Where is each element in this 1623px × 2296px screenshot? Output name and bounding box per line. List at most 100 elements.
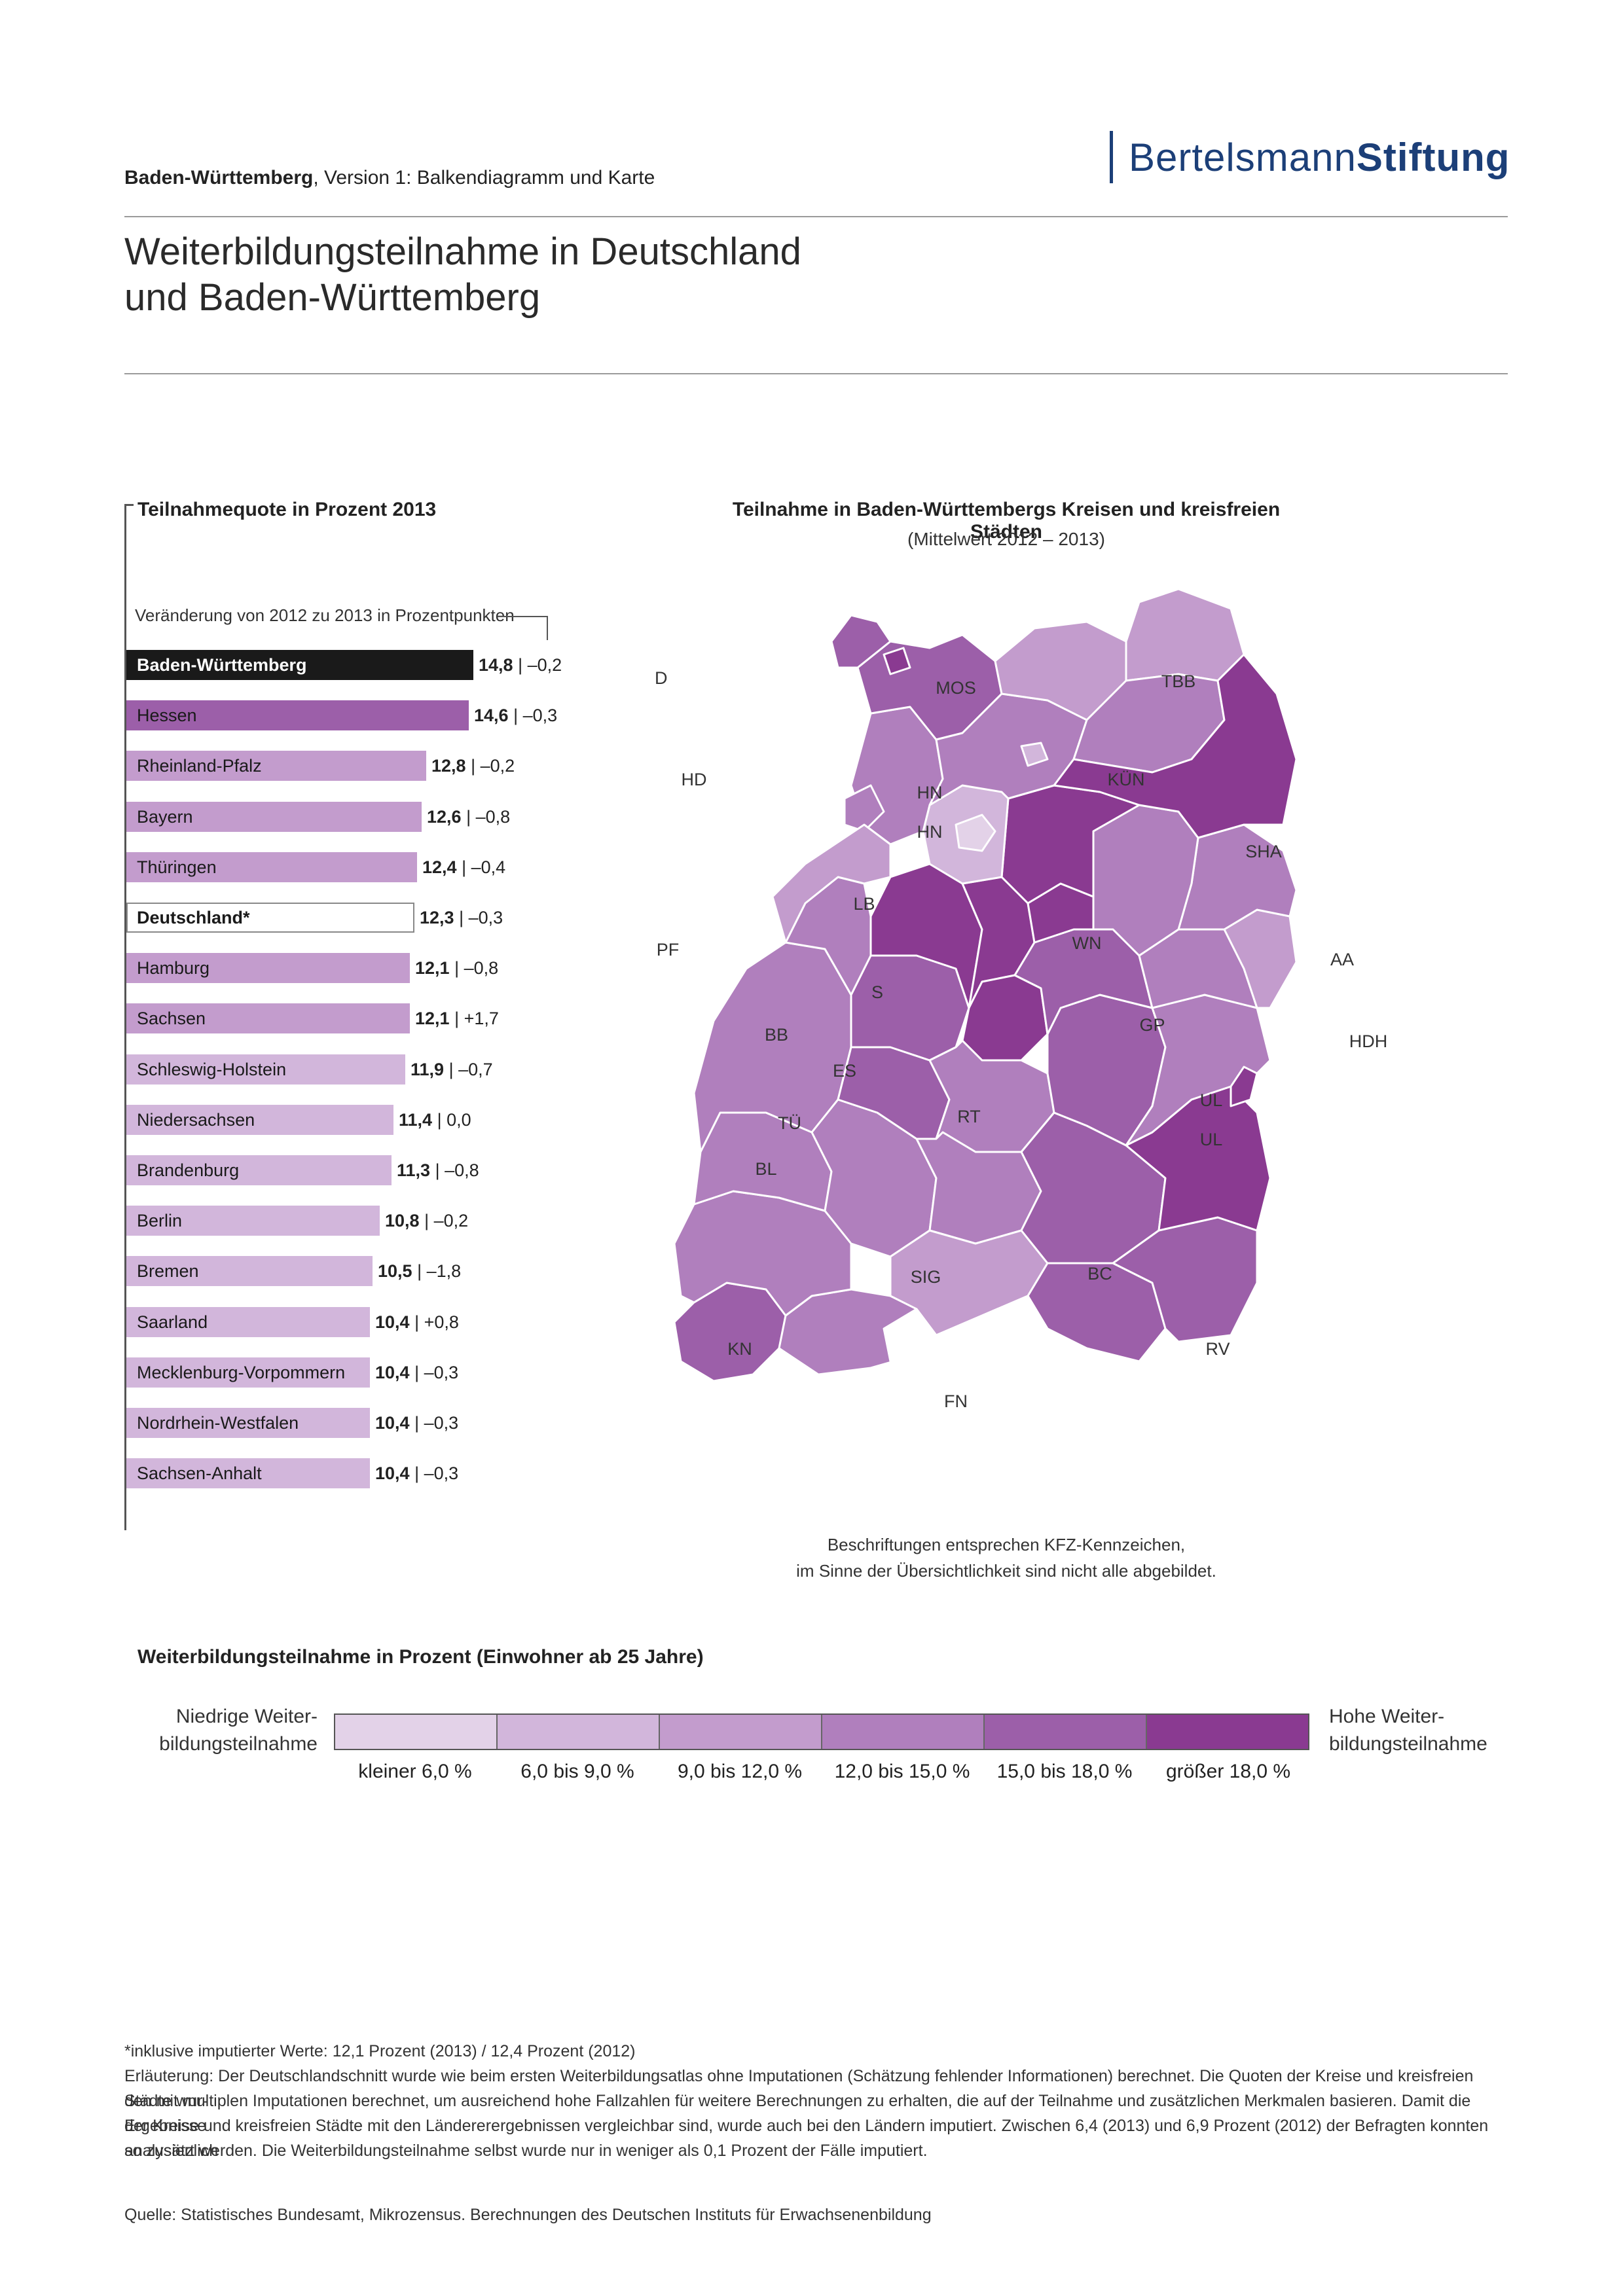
district-ul-city bbox=[1230, 1066, 1258, 1107]
bar bbox=[126, 650, 473, 680]
bar-value-label: 11,9 | –0,7 bbox=[410, 1060, 493, 1079]
legend-swatch-5 bbox=[985, 1715, 1147, 1749]
bar-row: Thüringen 12,4 | –0,4 bbox=[126, 852, 548, 882]
footnote-explanation-1: Erläuterung: Der Deutschlandschnitt wurd… bbox=[124, 2067, 1474, 2110]
map-district-label: HD bbox=[655, 668, 668, 688]
map-district-label: FN bbox=[944, 1391, 968, 1411]
bar-row: Brandenburg 11,3 | –0,8 bbox=[126, 1155, 522, 1185]
bar bbox=[126, 1105, 393, 1135]
bar bbox=[126, 1408, 370, 1438]
district-ma bbox=[830, 614, 892, 669]
legend-title: Weiterbildungsteilnahme in Prozent (Einw… bbox=[137, 1646, 704, 1668]
bar-row: Sachsen-Anhalt 10,4 | –0,3 bbox=[126, 1458, 501, 1488]
district-ka-city bbox=[843, 784, 885, 833]
logo-wordmark: BertelsmannStiftung bbox=[1129, 135, 1510, 180]
bar bbox=[126, 1307, 370, 1337]
map-district-label: MOS bbox=[936, 678, 976, 698]
map-subtitle: (Mittelwert 2012 – 2013) bbox=[907, 529, 1105, 549]
bar bbox=[126, 1054, 405, 1085]
legend-swatch-3 bbox=[660, 1715, 822, 1749]
bar bbox=[126, 1003, 410, 1033]
bar-change-label: | –0,8 bbox=[449, 958, 499, 978]
bar-category-label: Thüringen bbox=[137, 857, 217, 877]
footnote-explanation-3: der Kreise und kreisfreien Städte mit de… bbox=[124, 2117, 1489, 2160]
bar bbox=[126, 700, 469, 730]
legend-high-line2: bildungsteilnahme bbox=[1329, 1733, 1487, 1755]
footnote-explanation-2: den mit multiplen Imputationen berechnet… bbox=[124, 2092, 1471, 2135]
bar-row: Hamburg 12,1 | –0,8 bbox=[126, 953, 541, 983]
bar-value-label: 11,4 | 0,0 bbox=[399, 1110, 471, 1130]
bar-category-label: Deutschland* bbox=[137, 908, 250, 927]
bar-change-label: | –0,2 bbox=[419, 1211, 469, 1230]
change-label-bracket bbox=[498, 616, 548, 640]
map-district-label: LB bbox=[853, 894, 875, 914]
bar bbox=[126, 802, 422, 832]
bar-row: Schleswig-Holstein 11,9 | –0,7 bbox=[126, 1054, 536, 1085]
bar-chart-axis bbox=[124, 504, 126, 1530]
bar-row: Berlin 10,8 | –0,2 bbox=[126, 1206, 511, 1236]
bar-category-label: Sachsen-Anhalt bbox=[137, 1463, 262, 1483]
bar-category-label: Bremen bbox=[137, 1261, 199, 1281]
district-sha bbox=[1053, 653, 1298, 839]
bar-change-label: | –0,2 bbox=[513, 655, 562, 675]
bar-category-label: Niedersachsen bbox=[137, 1110, 255, 1130]
header-region: Baden-Württemberg bbox=[124, 167, 314, 188]
legend-high-label: Hohe Weiter- bildungsteilnahme bbox=[1329, 1703, 1487, 1758]
map-district-label: RT bbox=[957, 1107, 981, 1126]
bar-row: Sachsen 12,1 | +1,7 bbox=[126, 1003, 541, 1033]
bar-category-label: Nordrhein-Westfalen bbox=[137, 1413, 299, 1433]
logo-bold: Stiftung bbox=[1356, 135, 1510, 179]
lake-constance bbox=[883, 1295, 1049, 1369]
change-label: Veränderung von 2012 zu 2013 in Prozentp… bbox=[135, 605, 515, 625]
map-district-label: TBB bbox=[1161, 672, 1196, 691]
legend-high-line1: Hohe Weiter- bbox=[1329, 1706, 1445, 1727]
footnote-source: Quelle: Statistisches Bundesamt, Mikroze… bbox=[124, 2206, 932, 2224]
bar bbox=[126, 903, 414, 933]
bar-change-label: | –0,3 bbox=[409, 1463, 459, 1483]
bar-value-label: 12,6 | –0,8 bbox=[427, 807, 511, 827]
district-tbb bbox=[1125, 589, 1245, 682]
map-district-label: ES bbox=[833, 1061, 856, 1081]
map-district-label: HN bbox=[917, 783, 943, 802]
map-district-label: HDH bbox=[1349, 1031, 1388, 1051]
bar-row: Nordrhein-Westfalen 10,4 | –0,3 bbox=[126, 1408, 501, 1438]
legend-class-4: 12,0 bis 15,0 % bbox=[834, 1761, 970, 1782]
bar bbox=[126, 1155, 392, 1185]
bar-chart-axis-tick bbox=[124, 504, 134, 506]
page-title-line2: und Baden-Württemberg bbox=[124, 276, 541, 319]
bar-value-label: 10,4 | –0,3 bbox=[375, 1463, 459, 1483]
map-district-label: WN bbox=[1072, 933, 1102, 953]
legend-low-label: Niedrige Weiter- bildungsteilnahme bbox=[124, 1703, 318, 1758]
map-district-label: HN bbox=[917, 822, 943, 842]
footnote-asterisk: *inklusive imputierter Werte: 12,1 Proze… bbox=[124, 2042, 636, 2060]
bar-category-label: Saarland bbox=[137, 1312, 208, 1332]
bar bbox=[126, 852, 417, 882]
map-district-label: SHA bbox=[1245, 842, 1282, 861]
legend-low-line1: Niedrige Weiter- bbox=[175, 1706, 318, 1727]
bar-value-label: 12,1 | +1,7 bbox=[415, 1009, 499, 1028]
bar bbox=[126, 751, 426, 781]
bar-row: Baden-Württemberg 14,8 | –0,2 bbox=[126, 650, 604, 680]
legend-color-scale bbox=[334, 1713, 1309, 1750]
bar-value-label: 14,8 | –0,2 bbox=[479, 655, 562, 675]
bar-category-label: Mecklenburg-Vorpommern bbox=[137, 1363, 346, 1382]
bar-change-label: | –0,3 bbox=[508, 706, 558, 725]
map-district-label: GP bbox=[1139, 1015, 1165, 1035]
map-district-label: UL bbox=[1200, 1090, 1223, 1110]
legend-class-3: 9,0 bis 12,0 % bbox=[677, 1761, 803, 1782]
map-district-label: S bbox=[871, 982, 883, 1002]
bar bbox=[126, 1357, 370, 1388]
bar-value-label: 12,8 | –0,2 bbox=[431, 756, 515, 776]
bar-change-label: | –0,8 bbox=[461, 807, 511, 827]
bar-category-label: Berlin bbox=[137, 1211, 183, 1230]
bar-change-label: | –0,3 bbox=[409, 1363, 459, 1382]
bar-value-label: 10,8 | –0,2 bbox=[385, 1211, 469, 1230]
bar-category-label: Brandenburg bbox=[137, 1160, 240, 1180]
header-caption: Baden-Württemberg, Version 1: Balkendiag… bbox=[124, 167, 655, 189]
bar-change-label: | –0,3 bbox=[454, 908, 503, 927]
bar-change-label: | –0,8 bbox=[430, 1160, 479, 1180]
bar-value-label: 10,4 | –0,3 bbox=[375, 1413, 459, 1433]
bar-category-label: Bayern bbox=[137, 807, 193, 827]
bar-row: Hessen 14,6 | –0,3 bbox=[126, 700, 600, 730]
logo-bar-icon bbox=[1110, 131, 1113, 183]
